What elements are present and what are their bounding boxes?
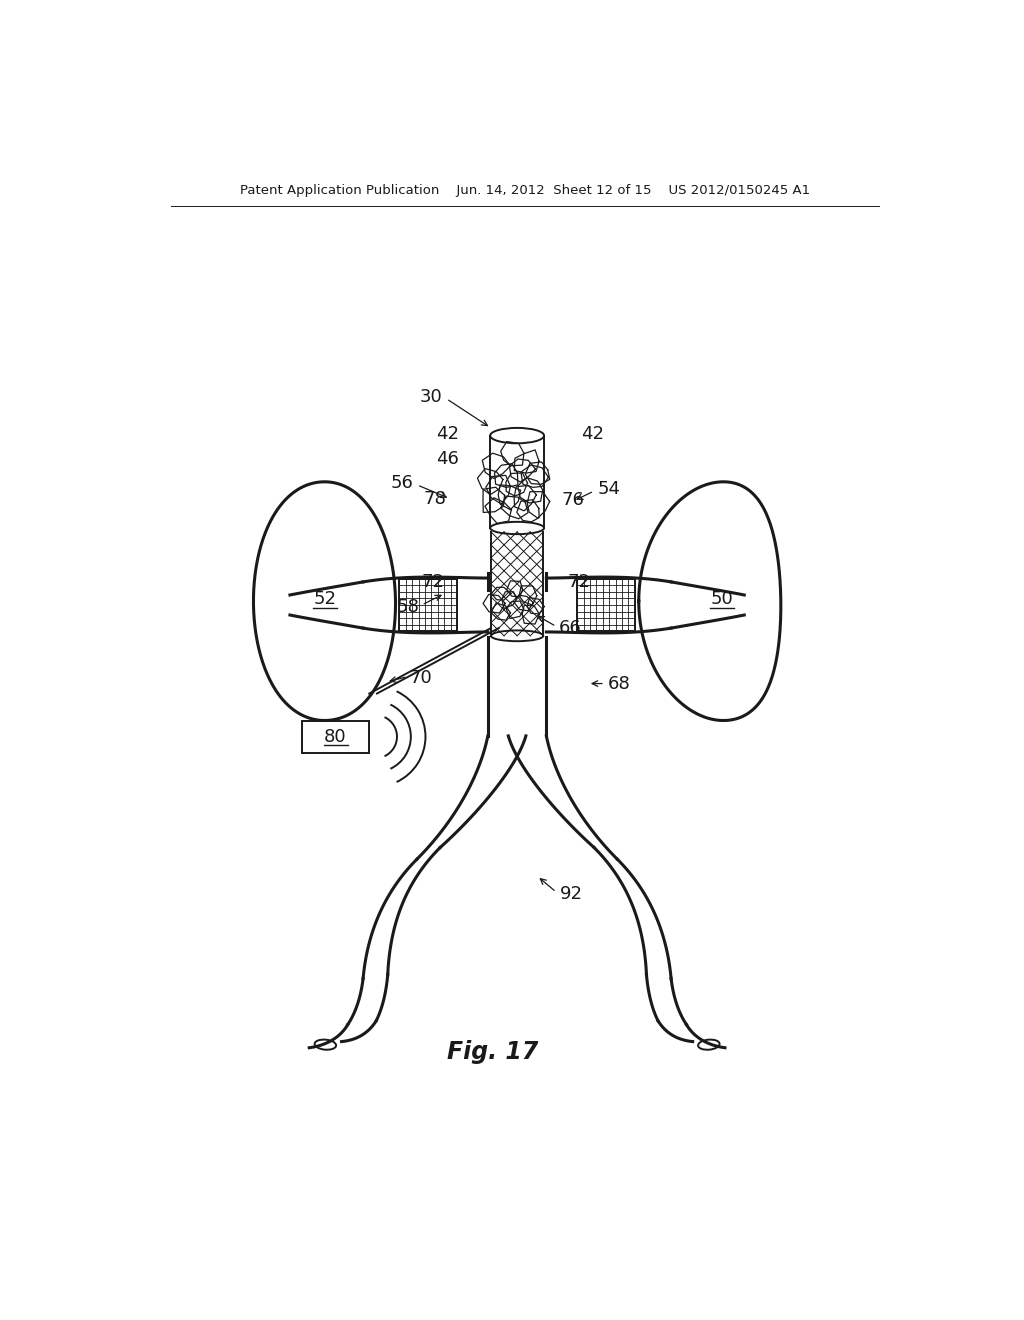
Text: 70: 70 bbox=[410, 669, 432, 688]
Text: 72: 72 bbox=[568, 573, 591, 591]
Text: 72: 72 bbox=[422, 573, 444, 591]
Text: 42: 42 bbox=[581, 425, 604, 444]
Text: 68: 68 bbox=[608, 675, 631, 693]
Text: 76: 76 bbox=[562, 491, 585, 510]
Text: 42: 42 bbox=[436, 425, 460, 444]
Bar bbox=[301, 721, 370, 752]
Text: 58: 58 bbox=[396, 598, 419, 615]
Text: Fig. 17: Fig. 17 bbox=[446, 1040, 539, 1064]
Text: 80: 80 bbox=[324, 727, 347, 746]
Text: 92: 92 bbox=[559, 884, 583, 903]
Text: 50: 50 bbox=[711, 590, 733, 607]
Text: 56: 56 bbox=[391, 474, 414, 492]
Text: 66: 66 bbox=[559, 619, 582, 638]
Text: 78: 78 bbox=[423, 490, 446, 508]
Text: Patent Application Publication    Jun. 14, 2012  Sheet 12 of 15    US 2012/01502: Patent Application Publication Jun. 14, … bbox=[240, 185, 810, 197]
Text: 52: 52 bbox=[313, 590, 336, 607]
Text: 46: 46 bbox=[436, 450, 460, 467]
Text: 54: 54 bbox=[597, 480, 621, 499]
Text: 30: 30 bbox=[420, 388, 442, 407]
